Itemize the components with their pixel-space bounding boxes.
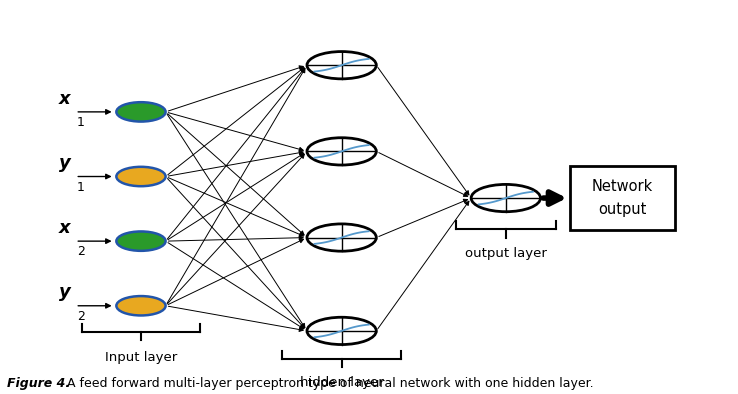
Circle shape: [117, 167, 165, 186]
Circle shape: [117, 231, 165, 251]
Circle shape: [307, 52, 376, 79]
Circle shape: [117, 296, 165, 316]
Text: x: x: [59, 219, 71, 237]
FancyBboxPatch shape: [570, 166, 675, 230]
Text: 2: 2: [77, 310, 85, 323]
Text: Input layer: Input layer: [105, 351, 177, 364]
Circle shape: [471, 184, 540, 212]
Text: Network
output: Network output: [591, 179, 652, 217]
Text: x: x: [59, 89, 71, 108]
Circle shape: [307, 317, 376, 344]
Text: A feed forward multi-layer perceptron type of neural network with one hidden lay: A feed forward multi-layer perceptron ty…: [63, 377, 593, 390]
Circle shape: [307, 224, 376, 251]
Text: Figure 4.: Figure 4.: [7, 377, 71, 390]
Text: 1: 1: [77, 181, 85, 194]
Circle shape: [307, 138, 376, 165]
Text: hidden layer: hidden layer: [300, 376, 384, 389]
Text: 1: 1: [77, 116, 85, 129]
Text: y: y: [59, 154, 71, 172]
Text: output layer: output layer: [465, 247, 547, 260]
Text: 2: 2: [77, 245, 85, 258]
Text: y: y: [59, 283, 71, 301]
Circle shape: [117, 102, 165, 122]
